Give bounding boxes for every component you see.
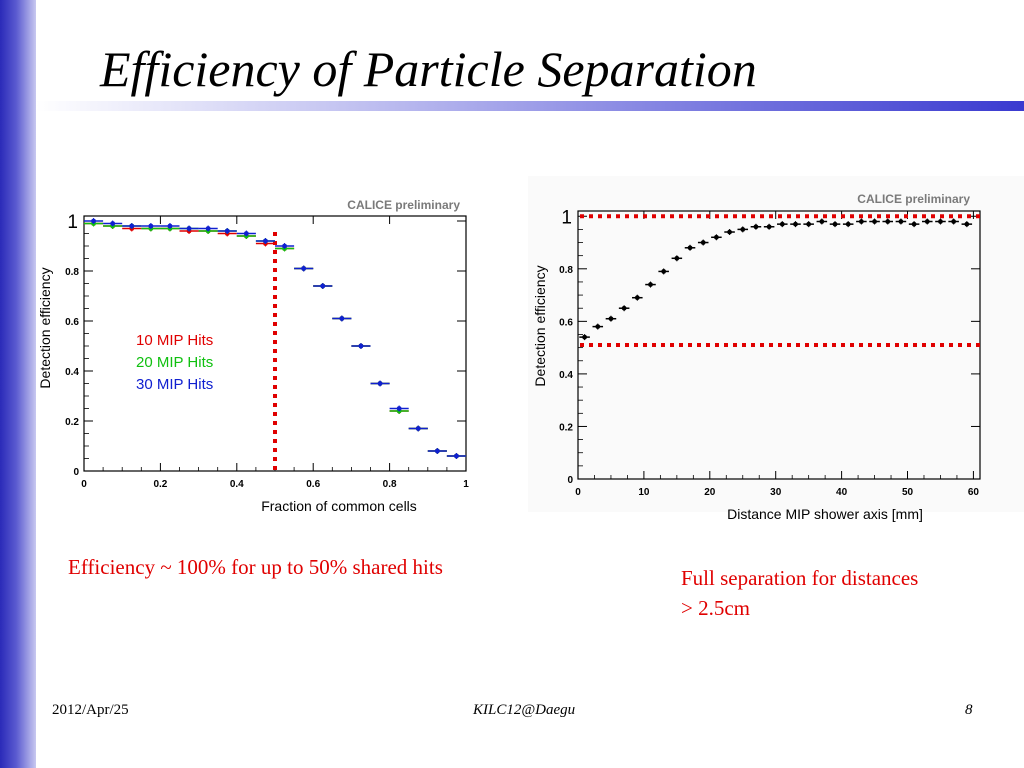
data-point — [224, 228, 230, 234]
x-tick-label: 20 — [704, 487, 716, 498]
data-point — [753, 224, 759, 230]
data-point — [911, 221, 917, 227]
slide-sidebar — [0, 0, 36, 768]
footer-date: 2012/Apr/25 — [52, 702, 129, 718]
data-point — [898, 219, 904, 224]
data-point — [727, 229, 732, 235]
x-tick-label: 10 — [638, 487, 650, 498]
data-point — [358, 343, 364, 349]
x-tick-label: 0 — [81, 479, 87, 490]
data-point — [938, 219, 943, 224]
data-point — [885, 219, 891, 224]
y-tick-label: 0.4 — [65, 367, 79, 378]
data-point — [582, 334, 587, 340]
data-point — [872, 219, 877, 224]
data-point — [167, 223, 173, 229]
data-point — [186, 226, 192, 231]
data-point — [793, 221, 798, 227]
chart-title: CALICE preliminary — [857, 192, 970, 206]
data-point — [845, 221, 851, 227]
y-tick-label: 0.8 — [559, 265, 573, 276]
x-tick-label: 30 — [770, 487, 782, 498]
x-tick-label: 0.6 — [306, 479, 320, 490]
y-tick-label: 0.2 — [65, 417, 79, 428]
data-point — [320, 283, 326, 289]
data-point — [779, 221, 785, 227]
data-point — [377, 381, 383, 386]
data-point — [263, 238, 268, 244]
data-point — [396, 406, 402, 411]
slide-title: Efficiency of Particle Separation — [100, 41, 757, 97]
legend-entry: 10 MIP Hits — [136, 332, 213, 349]
y-tick-label: 1 — [561, 207, 572, 228]
data-point — [282, 243, 287, 249]
data-point — [832, 221, 838, 227]
data-point — [674, 255, 680, 261]
legend-entry: 20 MIP Hits — [136, 354, 213, 371]
y-axis-label: Detection efficiency — [37, 267, 53, 388]
y-tick-label: 0.6 — [65, 317, 79, 328]
data-point — [700, 240, 706, 245]
y-axis-label: Detection efficiency — [532, 265, 548, 386]
data-point — [91, 218, 96, 224]
data-point — [454, 453, 459, 459]
data-point — [819, 219, 825, 224]
footer-event: KILC12@Daegu — [473, 702, 576, 718]
data-point — [687, 245, 693, 251]
x-tick-label: 0.4 — [230, 479, 244, 490]
data-point — [766, 224, 772, 230]
legend-entry: 30 MIP Hits — [136, 376, 213, 393]
data-point — [648, 282, 653, 287]
title-rule — [36, 101, 1024, 111]
caption-right: Full separation for distances > 2.5cm — [681, 566, 919, 620]
data-point — [110, 221, 116, 226]
data-point — [964, 221, 970, 227]
data-point — [243, 231, 249, 236]
data-point — [634, 295, 640, 301]
x-axis-label: Distance MIP shower axis [mm] — [727, 506, 923, 522]
caption-left: Efficiency ~ 100% for up to 50% shared h… — [68, 555, 443, 579]
data-point — [339, 316, 345, 321]
y-tick-label: 0 — [567, 475, 573, 486]
data-point — [621, 305, 627, 311]
data-point — [434, 448, 440, 454]
footer-page-number: 8 — [965, 702, 973, 718]
x-tick-label: 60 — [968, 487, 980, 498]
x-axis-label: Fraction of common cells — [261, 498, 417, 514]
x-tick-label: 40 — [836, 487, 848, 498]
data-point — [951, 219, 957, 224]
data-point — [740, 226, 746, 232]
data-point — [595, 324, 601, 330]
y-tick-label: 0 — [73, 467, 79, 478]
data-point — [608, 316, 614, 322]
x-tick-label: 0 — [575, 487, 581, 498]
data-point — [415, 426, 421, 431]
data-point — [806, 221, 812, 227]
data-point — [148, 223, 154, 229]
y-tick-label: 0.2 — [559, 422, 573, 433]
data-point — [129, 223, 135, 229]
y-tick-label: 0.4 — [559, 370, 573, 381]
data-point — [205, 226, 211, 231]
y-tick-label: 0.8 — [65, 267, 79, 278]
y-tick-label: 0.6 — [559, 317, 573, 328]
data-point — [301, 266, 307, 271]
data-point — [713, 234, 719, 240]
x-tick-label: 0.2 — [153, 479, 167, 490]
y-tick-label: 1 — [67, 212, 78, 233]
data-point — [858, 219, 864, 224]
x-tick-label: 50 — [902, 487, 914, 498]
x-tick-label: 1 — [463, 479, 469, 490]
data-point — [661, 269, 667, 274]
x-tick-label: 0.8 — [383, 479, 397, 490]
data-point — [924, 219, 930, 224]
chart-title: CALICE preliminary — [347, 198, 460, 212]
